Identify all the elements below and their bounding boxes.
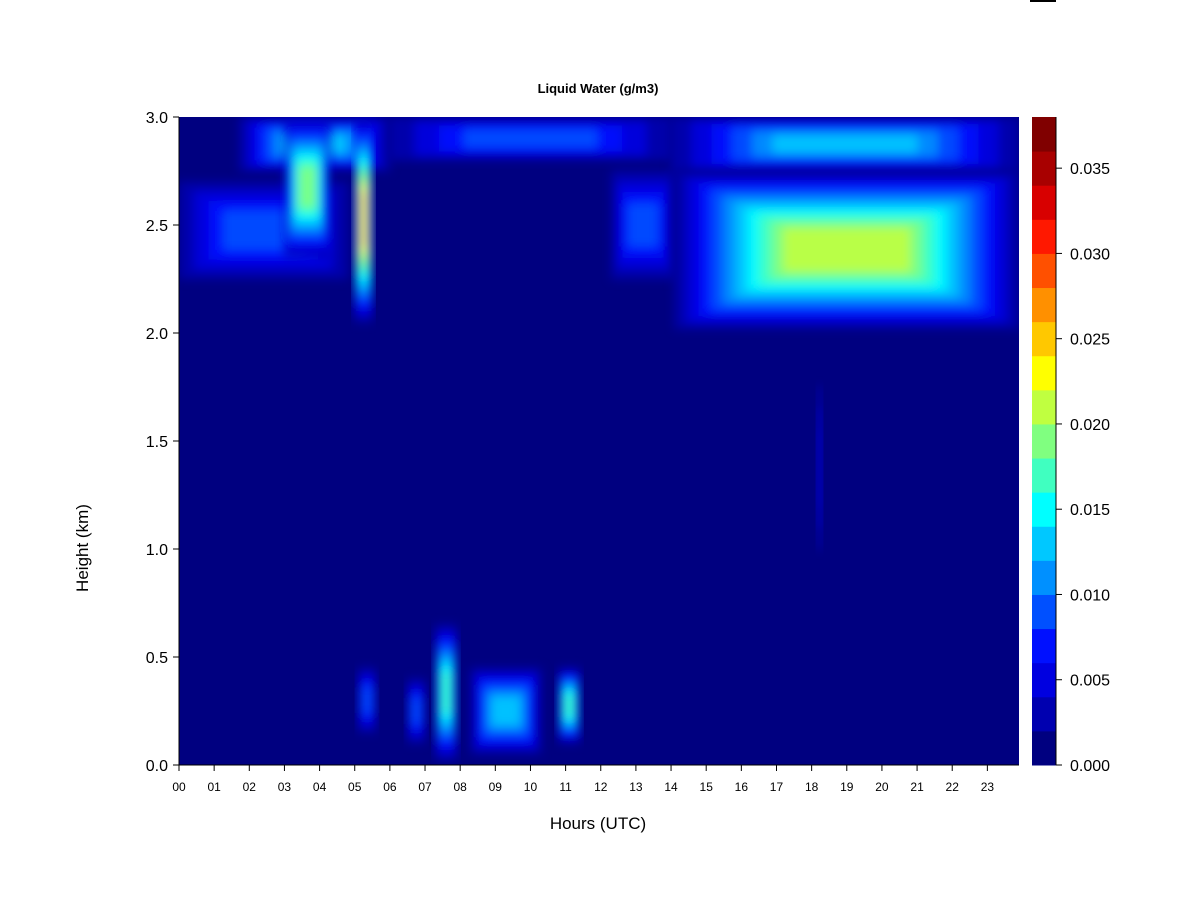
colorbar-tick-label: 0.005	[1070, 673, 1110, 690]
cloud-feature-10-level-4	[412, 698, 421, 724]
cloud-feature-5-level-4	[627, 203, 658, 247]
cloud-feature-3	[354, 117, 373, 323]
x-tick-label: 20	[875, 780, 889, 794]
x-tick-label: 06	[383, 780, 397, 794]
colorbar-tick-label: 0.010	[1070, 587, 1110, 604]
x-tick-label: 17	[770, 780, 784, 794]
colorbar-segment	[1032, 321, 1056, 357]
x-tick-label: 19	[840, 780, 854, 794]
cloud-feature-4	[389, 117, 672, 161]
cloud-feature-12-level-6	[491, 696, 521, 726]
x-tick-label: 15	[700, 780, 714, 794]
colorbar-segment	[1032, 185, 1056, 220]
chart-title: Liquid Water (g/m3)	[538, 81, 659, 96]
x-tick-label: 01	[207, 780, 221, 794]
x-tick-label: 21	[910, 780, 924, 794]
heatmap-layer	[179, 117, 1019, 761]
cloud-feature-12	[470, 667, 542, 755]
x-tick-label: 08	[453, 780, 467, 794]
x-tick-label: 11	[559, 780, 572, 794]
y-tick-label: 1.0	[146, 542, 168, 559]
cloud-feature-11	[435, 624, 457, 761]
x-tick-label: 04	[313, 780, 327, 794]
y-tick-label: 3.0	[146, 110, 168, 127]
x-tick-label: 10	[524, 780, 538, 794]
cloud-feature-4-level-4	[463, 129, 598, 148]
y-tick-label: 0.0	[146, 758, 168, 775]
colorbar-tick-label: 0.000	[1070, 758, 1110, 775]
cloud-feature-6	[674, 171, 1019, 329]
colorbar-tick-label: 0.025	[1070, 332, 1110, 349]
x-tick-label: 05	[348, 780, 362, 794]
colorbar-segment	[1032, 492, 1056, 527]
top-edge-mark	[1030, 0, 1056, 2]
cloud-feature-2	[284, 117, 331, 258]
cloud-feature-7-level-6	[772, 135, 918, 153]
colorbar-tick-label: 0.015	[1070, 502, 1110, 519]
colorbar-segment	[1032, 219, 1056, 254]
colorbar-tick-label: 0.035	[1070, 161, 1110, 178]
cloud-feature-7	[671, 117, 1019, 171]
x-tick-label: 16	[735, 780, 749, 794]
colorbar-segment	[1032, 253, 1056, 289]
x-tick-label: 03	[278, 780, 292, 794]
colorbar-segment	[1032, 117, 1056, 152]
x-tick-label: 09	[489, 780, 503, 794]
colorbar-segment	[1032, 594, 1056, 630]
cloud-feature-8-level-3	[818, 430, 821, 506]
colorbar-segment	[1032, 560, 1056, 595]
cloud-feature-5	[611, 171, 675, 279]
x-tick-label: 02	[243, 780, 257, 794]
colorbar-tick-label: 0.030	[1070, 246, 1110, 263]
cloud-feature-8	[816, 387, 823, 549]
x-tick-label: 07	[418, 780, 432, 794]
x-tick-label: 22	[946, 780, 960, 794]
cloud-feature-11-level-8	[442, 672, 451, 714]
cloud-feature-2-level-9	[298, 166, 316, 208]
colorbar-segment	[1032, 730, 1056, 766]
y-axis: 0.0 0.5 1.0 1.5 2.0 2.5 3.0	[146, 110, 180, 775]
colorbar-segment	[1032, 389, 1056, 425]
colorbar-segment	[1032, 526, 1056, 561]
colorbar-segment	[1032, 696, 1056, 732]
y-tick-label: 1.5	[146, 434, 168, 451]
y-tick-label: 2.0	[146, 326, 168, 343]
x-axis: 00 01 02 03 04 05 06 07 08 09 10 11 12 13 14 15 16 17 18 19…	[172, 764, 1019, 794]
colorbar-segment	[1032, 423, 1056, 459]
colorbar-segment	[1032, 458, 1056, 493]
colorbar-segment	[1032, 662, 1056, 698]
cloud-feature-10	[407, 678, 426, 744]
x-tick-label: 23	[981, 780, 995, 794]
x-tick-label: 14	[664, 780, 678, 794]
cloud-feature-9-level-4	[362, 687, 372, 714]
cloud-feature-9	[358, 667, 376, 733]
colorbar-segment	[1032, 151, 1056, 186]
x-tick-label: 18	[805, 780, 819, 794]
cloud-feature-6-level-10	[783, 227, 911, 272]
colorbar-tick-label: 0.020	[1070, 417, 1110, 434]
x-axis-label: Hours (UTC)	[550, 814, 646, 833]
colorbar: 0.000 0.005 0.010 0.015 0.020 0.025 0.030 0.035	[1032, 117, 1110, 775]
cloud-feature-13	[558, 667, 580, 744]
y-axis-label: Height (km)	[73, 504, 92, 592]
cloud-feature-3-level-12	[360, 192, 367, 247]
cloud-feature-13-level-8	[565, 694, 574, 717]
colorbar-segment	[1032, 287, 1056, 323]
x-tick-label: 12	[594, 780, 608, 794]
y-tick-label: 2.5	[146, 218, 168, 235]
y-tick-label: 0.5	[146, 650, 168, 667]
x-tick-label: 13	[629, 780, 643, 794]
colorbar-segment	[1032, 628, 1056, 664]
colorbar-segment	[1032, 355, 1056, 391]
x-tick-label: 00	[172, 780, 186, 794]
